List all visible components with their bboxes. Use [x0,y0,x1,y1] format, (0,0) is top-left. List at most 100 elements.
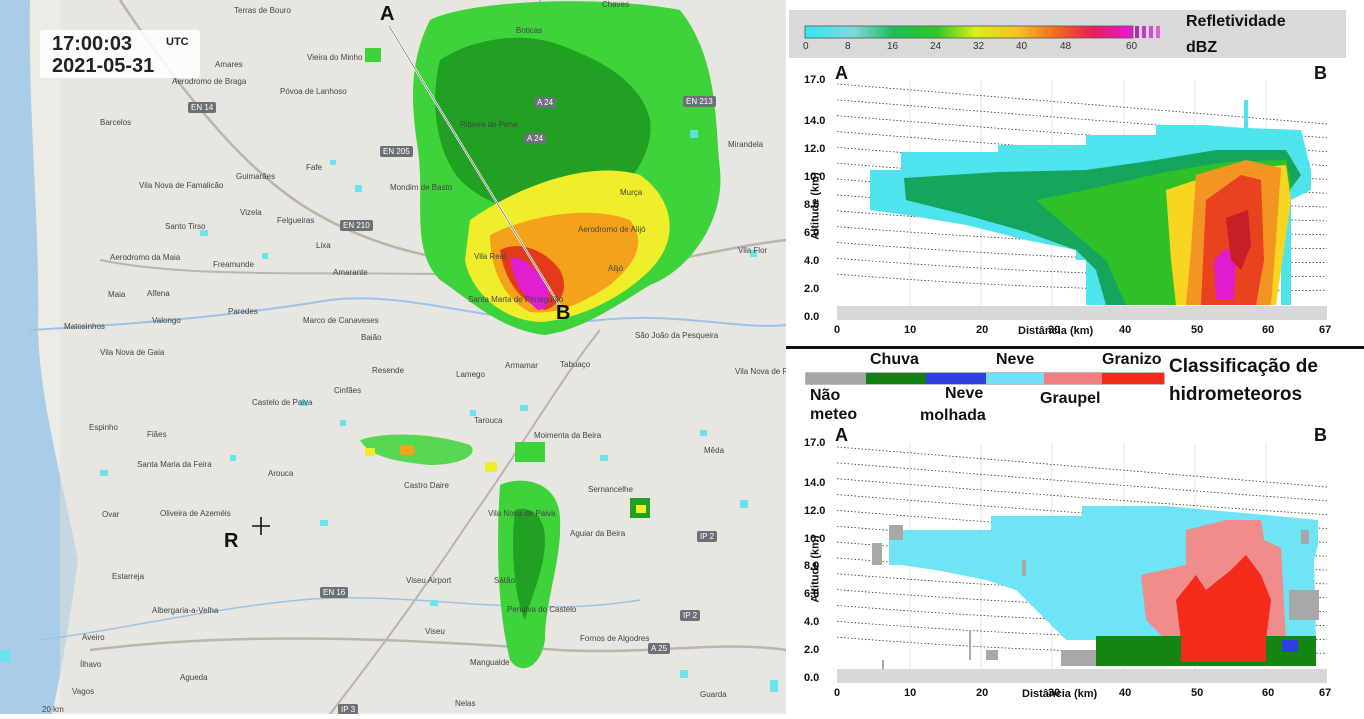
cross-section-graphics [789,10,1346,683]
legend-neve-molhada-2: molhada [920,407,986,424]
altitude-contour [836,83,1328,125]
panel-divider [786,346,1364,349]
map-road-badge: IP 2 [680,610,701,621]
cross-section-panels: Refletividade dBZ 0 8 16 24 32 40 48 60 A B Alt… [786,0,1364,714]
map-place-label: Fiães [147,430,167,439]
map-place-label: Lixa [316,241,331,250]
map-place-label: Santo Tirso [165,222,206,231]
map-road-badge: EN 205 [380,146,413,157]
classification-legend-swatches [806,373,1164,384]
map-place-label: Alijó [608,264,624,273]
altitude-tick-label: 2.0 [804,283,820,295]
map-place-label: Tarouca [474,416,503,425]
section-a-label-top: A [835,63,848,83]
reflectivity-unit: dBZ [1186,39,1218,56]
altitude-tick-label: 12.0 [804,143,826,155]
dbz-tick-label: 32 [973,41,985,52]
altitude-contour [836,446,1328,488]
point-a-marker: A [380,3,395,25]
altitude-tick-label: 4.0 [804,255,820,267]
map-place-label: Boticas [516,26,543,35]
distance-tick-label: 30 [1048,324,1061,336]
distance-axis-label-top: Distância (km) [1018,325,1094,337]
distance-tick-label: 50 [1191,687,1204,699]
altitude-tick-label: 0.0 [804,311,820,323]
map-place-label: Póvoa de Lanhoso [280,87,347,96]
map-place-label: Espinho [89,423,118,432]
distance-tick-label: 50 [1191,324,1204,336]
legend-swatch-chuva [866,373,926,384]
map-place-label: Viseu [425,627,445,636]
map-place-label: Nelas [455,699,476,708]
legend-chuva: Chuva [870,351,919,368]
map-road-badge: A 24 [524,133,547,144]
distance-tick-label: 60 [1262,324,1275,336]
map-place-label: Marco de Canaveses [303,316,379,325]
altitude-tick-label: 17.0 [804,437,826,449]
legend-nao-meteo-2: meteo [810,406,858,423]
map-place-label: Vila Flor [738,246,768,255]
map-place-label: Mondim de Basto [390,183,453,192]
map-place-label: Baião [361,333,382,342]
map-place-label: Estarreja [112,572,145,581]
map-place-label: Armamar [505,361,538,370]
altitude-tick-label: 10.0 [804,533,826,545]
map-place-label: Alfena [147,289,170,298]
map-place-label: Moimenta da Beira [534,431,602,440]
map-place-label: Maia [108,290,126,299]
map-place-label: Vila Nova de Famalicão [139,181,224,190]
map-place-label: Mangualde [470,658,510,667]
map-place-label: Aveiro [82,633,105,642]
distance-tick-label: 20 [976,324,989,336]
map-place-label: Vieira do Minho [307,53,363,62]
legend-neve-molhada-1: Neve [945,385,984,402]
timestamp-box: 17:00:03 UTC 2021-05-31 [40,30,200,78]
distance-tick-label: 20 [976,687,989,699]
map-place-label: Amarante [333,268,368,277]
classification-title-2: hidrometeoros [1169,384,1303,405]
altitude-tick-label: 0.0 [804,672,820,684]
map-place-label: Fornos de Algodres [580,634,650,643]
map-place-label: Ílhavo [80,660,102,669]
radar-map[interactable]: 17:00:03 UTC 2021-05-31 A B R 20 km Terr… [0,0,786,714]
map-scale: 20 km [42,705,64,714]
map-place-label: Cinfães [334,386,362,395]
altitude-tick-label: 8.0 [804,560,820,572]
map-road-badge: EN 210 [340,220,373,231]
map-road-badge: IP 2 [697,531,718,542]
distance-tick-label: 40 [1119,687,1132,699]
map-place-label: Albergaria-a-Velha [152,606,219,615]
map-place-label: Valongo [152,316,181,325]
altitude-tick-label: 8.0 [804,199,820,211]
altitude-tick-label: 17.0 [804,74,826,86]
section-a-label-bottom: A [835,425,848,445]
map-road-badge: A 24 [534,97,557,108]
dbz-tick-label: 0 [803,41,809,52]
map-place-label: Vila Real [474,252,506,261]
point-b-marker: B [556,302,571,324]
altitude-tick-label: 2.0 [804,644,820,656]
map-road-badge: A 25 [648,643,671,654]
map-place-label: Terras de Bouro [234,6,291,15]
map-place-label: Viseu Airport [406,576,452,585]
dbz-tick-label: 48 [1060,41,1072,52]
map-place-label: Aguiar da Beira [570,529,626,538]
dbz-tick-label: 40 [1016,41,1028,52]
reflectivity-title: Refletividade [1186,13,1286,30]
map-place-label: Aerodromo da Maia [110,253,181,262]
distance-tick-label: 0 [834,687,841,699]
altitude-contour [836,462,1328,502]
dbz-extra-swatches [1135,26,1160,38]
map-place-label: Barcelos [100,118,132,127]
map-place-label: Sernancelhe [588,485,633,494]
distance-tick-label: 60 [1262,687,1275,699]
legend-granizo: Granizo [1102,351,1162,368]
map-place-label: Castro Daire [404,481,449,490]
map-road-badge: EN 213 [683,96,716,107]
distance-tick-label: 40 [1119,324,1132,336]
radar-marker: R [224,530,239,552]
map-place-label: Ribeira de Pena [460,120,518,129]
map-place-label: Penalva do Castelo [507,605,577,614]
map-base [0,0,786,714]
map-place-label: Aerodromo de Alijó [578,225,646,234]
